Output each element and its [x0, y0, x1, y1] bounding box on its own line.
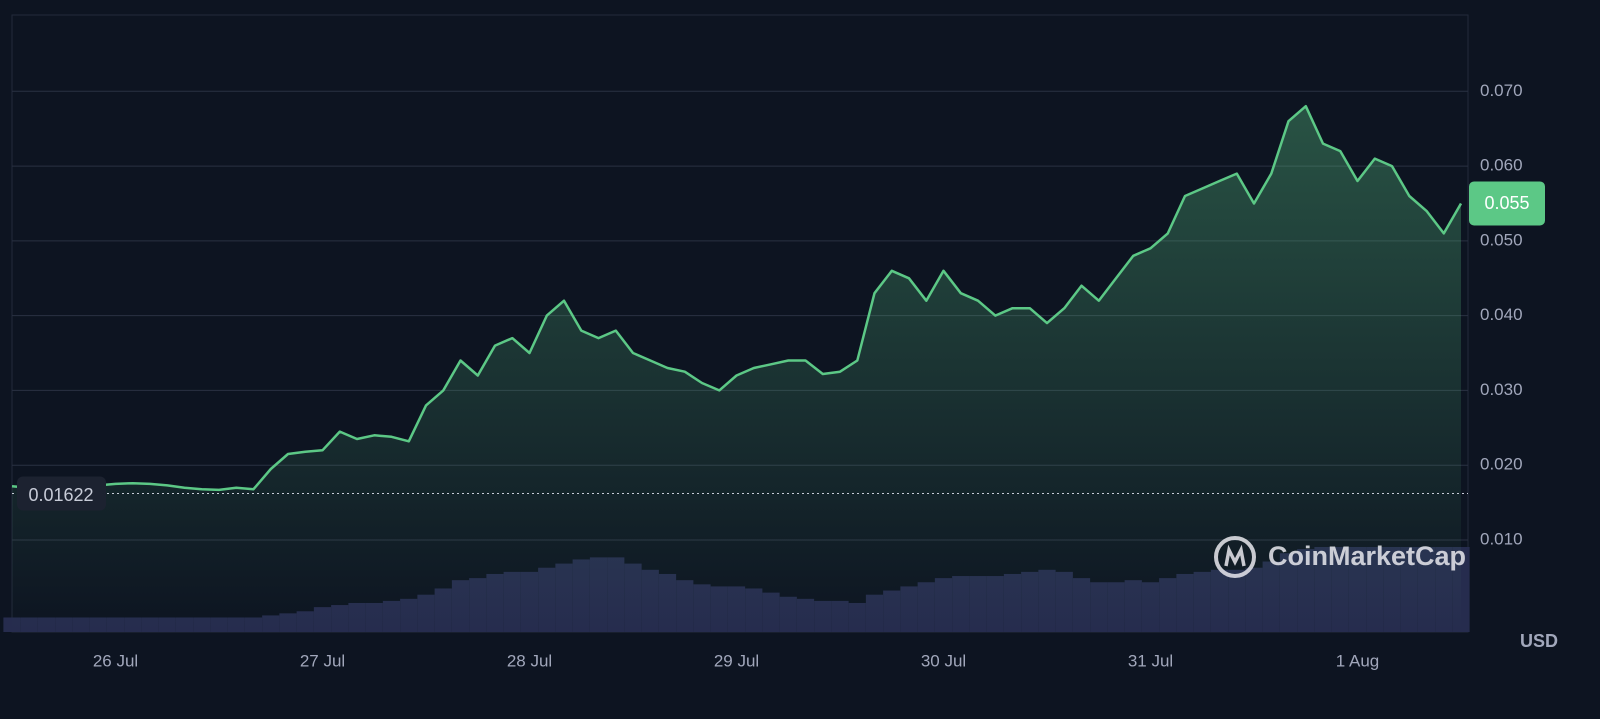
x-tick-label: 31 Jul [1128, 651, 1173, 670]
start-price-badge [17, 476, 106, 511]
y-tick-label: 0.070 [1480, 81, 1523, 100]
x-tick-label: 27 Jul [300, 651, 345, 670]
y-tick-label: 0.050 [1480, 230, 1523, 249]
x-tick-label: 28 Jul [507, 651, 552, 670]
y-tick-label: 0.060 [1480, 156, 1523, 175]
watermark-text: CoinMarketCap [1268, 541, 1466, 571]
currency: USD [1520, 631, 1558, 651]
y-tick-label: 0.040 [1480, 305, 1523, 324]
plot [11, 104, 1463, 632]
x-tick-label: 30 Jul [921, 651, 966, 670]
x-tick-label: 29 Jul [714, 651, 759, 670]
current-price-label: 0.055 [1484, 193, 1529, 213]
y-tick-label: 0.010 [1480, 529, 1523, 548]
x-tick-label: 26 Jul [93, 651, 138, 670]
price-area [12, 106, 1461, 632]
watermark: CoinMarketCap [1214, 536, 1466, 578]
current-price-badge [1469, 181, 1545, 226]
logo [1214, 536, 1256, 578]
price-line [11, 104, 1463, 492]
logo-mark [1224, 544, 1246, 567]
x-tick-label: 1 Aug [1336, 651, 1380, 670]
y-tick-label: 0.030 [1480, 380, 1523, 399]
y-tick-label: 0.020 [1480, 455, 1523, 474]
start-price-label: 0.01622 [28, 485, 93, 505]
